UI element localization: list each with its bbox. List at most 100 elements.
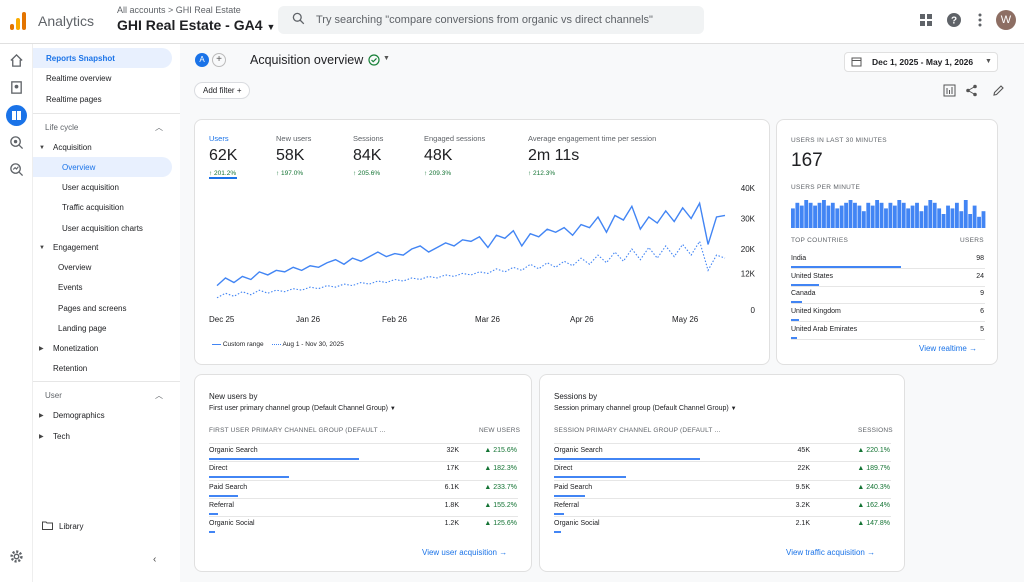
minute-bar[interactable] bbox=[981, 211, 986, 228]
series-line-previous[interactable] bbox=[216, 240, 726, 299]
users-per-minute-bars[interactable] bbox=[791, 198, 986, 228]
minute-bar[interactable] bbox=[884, 208, 888, 228]
sidebar-item-realtime-overview[interactable]: Realtime overview bbox=[46, 74, 112, 83]
sidebar-item-demographics[interactable]: Demographics bbox=[53, 411, 105, 420]
minute-bar[interactable] bbox=[835, 208, 840, 228]
view-user-acquisition-link[interactable]: View user acquisition → bbox=[422, 548, 507, 557]
minute-bar[interactable] bbox=[853, 202, 857, 228]
metric-engaged-sessions[interactable]: Engaged sessions 48K ↑ 209.3% bbox=[424, 134, 485, 177]
minute-bar[interactable] bbox=[844, 202, 849, 228]
sidebar-item-landing-page[interactable]: Landing page bbox=[58, 324, 107, 333]
property-selector[interactable]: GHI Real Estate - GA4 ▼ bbox=[117, 17, 275, 33]
insights-icon[interactable] bbox=[9, 162, 24, 177]
column-header-metric[interactable]: NEW USERS bbox=[479, 427, 521, 434]
search-bar[interactable]: Try searching "compare conversions from … bbox=[278, 6, 704, 34]
minute-bar[interactable] bbox=[910, 205, 915, 228]
customize-report-icon[interactable] bbox=[943, 84, 956, 97]
minute-bar[interactable] bbox=[950, 208, 955, 228]
sidebar-item-acquisition[interactable]: Acquisition bbox=[53, 143, 92, 152]
minute-bar[interactable] bbox=[791, 208, 795, 228]
country-name[interactable]: United Kingdom bbox=[791, 308, 841, 316]
column-header-dimension[interactable]: FIRST USER PRIMARY CHANNEL GROUP (DEFAUL… bbox=[209, 427, 386, 434]
sidebar-item-acq-overview[interactable]: Overview bbox=[62, 163, 96, 172]
sidebar-item-realtime-pages[interactable]: Realtime pages bbox=[46, 95, 102, 104]
minute-bar[interactable] bbox=[897, 200, 902, 228]
minute-bar[interactable] bbox=[915, 202, 919, 228]
add-comparison-button[interactable]: + bbox=[212, 53, 226, 67]
minute-bar[interactable] bbox=[941, 214, 946, 228]
expand-triangle-icon[interactable]: ▼ bbox=[39, 245, 45, 251]
country-name[interactable]: United States bbox=[791, 272, 834, 280]
minute-bar[interactable] bbox=[822, 200, 826, 228]
sidebar-item-pages-screens[interactable]: Pages and screens bbox=[58, 304, 127, 313]
metric-new-users[interactable]: New users 58K ↑ 197.0% bbox=[276, 134, 311, 177]
view-realtime-link[interactable]: View realtime → bbox=[919, 344, 977, 353]
minute-bar[interactable] bbox=[932, 202, 937, 228]
minute-bar[interactable] bbox=[870, 205, 875, 228]
minute-bar[interactable] bbox=[906, 208, 911, 228]
share-icon[interactable] bbox=[965, 84, 978, 97]
minute-bar[interactable] bbox=[963, 200, 968, 228]
view-traffic-acquisition-link[interactable]: View traffic acquisition → bbox=[786, 548, 875, 557]
home-icon[interactable] bbox=[9, 53, 24, 68]
minute-bar[interactable] bbox=[946, 205, 950, 228]
channel-name[interactable]: Organic Social bbox=[554, 520, 600, 528]
minute-bar[interactable] bbox=[808, 202, 813, 228]
channel-name[interactable]: Direct bbox=[554, 465, 573, 473]
lifecycle-section-label[interactable]: Life cycle bbox=[45, 123, 79, 132]
explore-icon[interactable] bbox=[6, 105, 27, 126]
sidebar-item-monetization[interactable]: Monetization bbox=[53, 344, 99, 353]
minute-bar[interactable] bbox=[888, 202, 893, 228]
minute-bar[interactable] bbox=[875, 200, 880, 228]
expand-triangle-icon[interactable]: ▼ bbox=[39, 145, 45, 151]
minute-bar[interactable] bbox=[861, 211, 866, 228]
minute-bar[interactable] bbox=[928, 200, 933, 228]
collapsed-triangle-icon[interactable]: ▶ bbox=[39, 346, 44, 352]
country-name[interactable]: United Arab Emirates bbox=[791, 325, 858, 333]
metric-users[interactable]: Users 62K ↑ 201.2% bbox=[209, 134, 238, 179]
collapsed-triangle-icon[interactable]: ▶ bbox=[39, 434, 44, 440]
edit-pencil-icon[interactable] bbox=[992, 84, 1005, 97]
country-name[interactable]: India bbox=[791, 255, 807, 262]
channel-name[interactable]: Paid Search bbox=[554, 483, 593, 491]
minute-bar[interactable] bbox=[817, 202, 822, 228]
settings-gear-icon[interactable] bbox=[9, 549, 24, 564]
chevron-up-icon[interactable]: ︿ bbox=[155, 391, 163, 400]
minute-bar[interactable] bbox=[937, 208, 942, 228]
sidebar-item-eng-overview[interactable]: Overview bbox=[58, 263, 92, 272]
channel-name[interactable]: Organic Social bbox=[209, 520, 255, 528]
sidebar-item-reports-snapshot[interactable]: Reports Snapshot bbox=[46, 54, 115, 63]
avatar[interactable]: W bbox=[996, 10, 1016, 30]
analytics-logo[interactable] bbox=[10, 12, 26, 30]
minute-bar[interactable] bbox=[857, 205, 862, 228]
channel-name[interactable]: Referral bbox=[209, 501, 234, 509]
sidebar-item-engagement[interactable]: Engagement bbox=[53, 243, 99, 252]
title-dropdown-icon[interactable]: ▼ bbox=[383, 55, 390, 62]
minute-bar[interactable] bbox=[923, 205, 928, 228]
column-header-dimension[interactable]: SESSION PRIMARY CHANNEL GROUP (DEFAULT .… bbox=[554, 427, 721, 434]
column-header-metric[interactable]: SESSIONS bbox=[858, 427, 893, 434]
acquisition-line-chart[interactable]: 40K 30K 20K 12K 0 Dec 25 Jan 26 Feb 26 Mar 26 Apr… bbox=[195, 180, 771, 330]
minute-bar[interactable] bbox=[879, 202, 884, 228]
more-vert-icon[interactable] bbox=[972, 12, 988, 28]
minute-bar[interactable] bbox=[839, 205, 844, 228]
sidebar-item-tech[interactable]: Tech bbox=[53, 432, 70, 441]
minute-bar[interactable] bbox=[919, 211, 924, 228]
metric-sessions[interactable]: Sessions 84K ↑ 205.6% bbox=[353, 134, 383, 177]
channel-name[interactable]: Paid Search bbox=[209, 483, 248, 491]
metric-avg-engagement-time[interactable]: Average engagement time per session 2m 1… bbox=[528, 134, 656, 177]
collapse-sidebar-icon[interactable]: ‹ bbox=[153, 554, 157, 565]
minute-bar[interactable] bbox=[848, 200, 853, 228]
comparison-chip[interactable]: A bbox=[195, 53, 209, 67]
minute-bar[interactable] bbox=[826, 205, 831, 228]
minute-bar[interactable] bbox=[968, 214, 973, 228]
minute-bar[interactable] bbox=[866, 202, 871, 228]
breadcrumb[interactable]: All accounts > GHI Real Estate bbox=[117, 5, 241, 15]
advertising-icon[interactable] bbox=[9, 135, 24, 150]
sidebar-item-events[interactable]: Events bbox=[58, 283, 83, 292]
dimension-selector[interactable]: First user primary channel group (Defaul… bbox=[209, 405, 396, 412]
user-section-label[interactable]: User bbox=[45, 391, 62, 400]
minute-bar[interactable] bbox=[901, 202, 906, 228]
reports-icon[interactable] bbox=[9, 80, 24, 95]
check-circle-icon[interactable] bbox=[368, 54, 380, 66]
